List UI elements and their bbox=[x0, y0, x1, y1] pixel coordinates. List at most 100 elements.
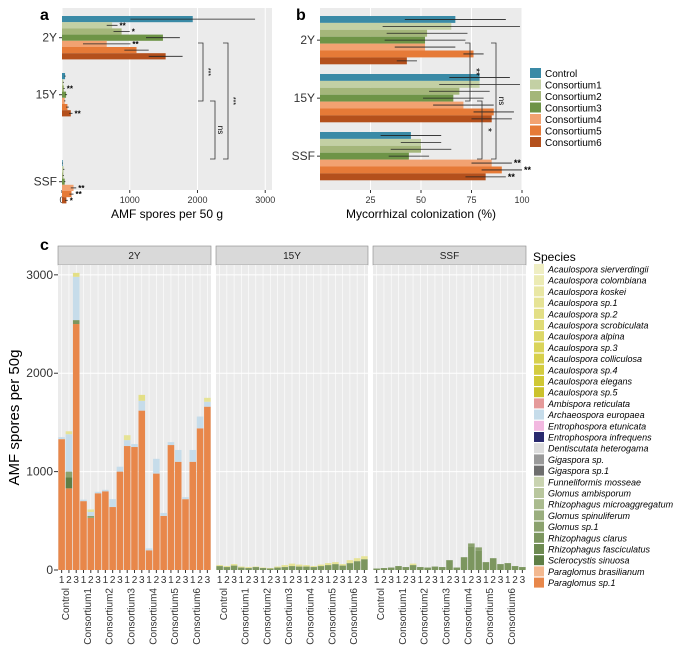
bar-ssf-consortium4 bbox=[62, 184, 74, 191]
bar-ssf-control bbox=[320, 132, 411, 139]
bar-segment-ssf-consortium4-rep2-glomus-sp-1 bbox=[468, 543, 475, 547]
significance-label: ** bbox=[76, 190, 83, 199]
legend-label-dentiscutata-heterogama: Dentiscutata heterogama bbox=[548, 444, 649, 454]
bar-15y-consortium1 bbox=[62, 79, 64, 86]
legend-label-paraglomus-brasilianum: Paraglomus brasilianum bbox=[548, 567, 645, 577]
y-tick-label-2y: 2Y bbox=[300, 33, 315, 47]
replicate-label: 2 bbox=[311, 575, 317, 586]
legend-swatch-ambispora-reticulata bbox=[534, 398, 544, 409]
bar-segment-2y-consortium5-rep3-paraglomus-sp-1 bbox=[182, 499, 189, 570]
y-tick-label-15y: 15Y bbox=[294, 91, 315, 105]
bar-segment-15y-consortium5-rep3-rhizophagus-clarus bbox=[339, 565, 346, 570]
bar-segment-ssf-consortium1-rep2-rhizophagus-clarus bbox=[402, 567, 410, 570]
bar-segment-2y-consortium6-rep2-paraglomus-sp-1 bbox=[196, 428, 204, 570]
bar-segment-15y-consortium2-rep3-acaulospora-sp-1 bbox=[274, 566, 281, 568]
y-tick-label-15y: 15Y bbox=[36, 88, 57, 102]
legend-swatch-rhizophagus-clarus bbox=[534, 532, 544, 543]
legend-swatch-glomus-ambisporum bbox=[534, 488, 544, 498]
legend-swatch-acaulospora-elegans bbox=[534, 376, 544, 386]
bar-segment-2y-consortium2-rep1-paraglomus-sp-1 bbox=[102, 491, 109, 570]
bar-ssf-consortium5 bbox=[62, 191, 72, 198]
bar-segment-15y-consortium3-rep3-rhizophagus-clarus bbox=[295, 566, 303, 570]
significance-bracket bbox=[198, 42, 204, 102]
bracket-label: * bbox=[482, 128, 493, 132]
replicate-label: 3 bbox=[432, 575, 438, 586]
replicate-label: 2 bbox=[333, 575, 339, 586]
replicate-label: 2 bbox=[447, 575, 453, 586]
x-tick-label: 3000 bbox=[255, 195, 275, 205]
legend-swatch-sclerocystis-sinuosa bbox=[534, 555, 544, 566]
bar-segment-15y-consortium4-rep1-rhizophagus-clarus bbox=[303, 566, 310, 570]
legend-swatch-rhizophagus-fasciculatus bbox=[534, 544, 544, 554]
x-tick-label: 25 bbox=[365, 195, 375, 205]
bar-segment-2y-consortium2-rep3-archaeospora-europaea bbox=[116, 466, 124, 472]
panel-label-c: c bbox=[40, 237, 49, 254]
legend-swatch-consortium3 bbox=[530, 102, 541, 113]
replicate-label: 2 bbox=[175, 575, 181, 586]
bar-segment-2y-consortium3-rep2-archaeospora-europaea bbox=[131, 444, 138, 448]
bar-segment-ssf-consortium6-rep2-rhizophagus-clarus bbox=[511, 566, 519, 570]
y-axis-title: AMF spores per 50g bbox=[6, 350, 23, 486]
legend-label-paraglomus-sp-1: Paraglomus sp.1 bbox=[548, 578, 616, 588]
legend-swatch-gigaspora-sp-1 bbox=[534, 465, 544, 476]
bar-segment-2y-consortium4-rep1-archaeospora-europaea bbox=[145, 548, 153, 551]
bar-ssf-consortium6 bbox=[320, 173, 486, 181]
legend-swatch-funneliformis-mosseae bbox=[534, 476, 544, 487]
bar-segment-15y-consortium2-rep3-rhizophagus-clarus bbox=[274, 567, 281, 570]
replicate-label: 2 bbox=[88, 575, 94, 586]
bar-segment-2y-consortium3-rep1-archaeospora-europaea bbox=[123, 440, 131, 447]
bar-segment-ssf-consortium2-rep2-rhizophagus-clarus bbox=[424, 567, 431, 570]
bar-segment-ssf-control-rep2-rhizophagus-clarus bbox=[380, 568, 388, 570]
bar-segment-2y-control-rep2-archaeospora-europaea bbox=[65, 434, 73, 472]
bar-15y-consortium5 bbox=[62, 104, 68, 111]
bar-segment-15y-consortium1-rep2-rhizophagus-clarus bbox=[245, 568, 252, 570]
legend-label-acaulospora-alpina: Acaulospora alpina bbox=[547, 332, 625, 342]
replicate-label: 1 bbox=[190, 575, 196, 586]
bar-segment-2y-consortium2-rep2-paraglomus-sp-1 bbox=[109, 507, 116, 570]
replicate-label: 2 bbox=[197, 575, 203, 586]
x-tick-label: 100 bbox=[514, 195, 529, 205]
bar-15y-consortium5 bbox=[320, 108, 494, 116]
legend-label-glomus-sp-1: Glomus sp.1 bbox=[548, 522, 599, 532]
bar-segment-2y-control-rep2-glomus-sp-1 bbox=[65, 471, 73, 478]
legend-swatch-glomus-sp-1 bbox=[534, 521, 544, 532]
legend-label-acaulospora-colliculosa: Acaulospora colliculosa bbox=[547, 354, 642, 364]
bar-segment-15y-consortium1-rep1-rhizophagus-clarus bbox=[238, 567, 245, 570]
bar-segment-2y-consortium5-rep3-archaeospora-europaea bbox=[182, 497, 189, 500]
bar-segment-2y-control-rep2-paraglomus-sp-1 bbox=[65, 488, 73, 570]
bar-segment-15y-consortium3-rep2-acaulospora-sp-1 bbox=[288, 563, 296, 567]
replicate-label: 2 bbox=[110, 575, 116, 586]
bar-segment-ssf-consortium5-rep2-rhizophagus-clarus bbox=[489, 558, 497, 570]
bar-segment-ssf-consortium6-rep1-rhizophagus-clarus bbox=[504, 563, 512, 570]
replicate-label: 2 bbox=[490, 575, 496, 586]
bar-segment-ssf-consortium2-rep1-rhizophagus-clarus bbox=[417, 567, 424, 570]
bar-segment-15y-consortium3-rep1-acaulospora-sp-1 bbox=[281, 565, 289, 568]
replicate-label: 2 bbox=[268, 575, 274, 586]
treatment-label-consortium2: Consortium2 bbox=[262, 588, 273, 645]
bar-ssf-control bbox=[62, 160, 63, 167]
bar-segment-15y-control-rep3-acaulospora-sp-1 bbox=[230, 564, 238, 566]
bar-ssf-consortium5 bbox=[320, 166, 502, 174]
treatment-label-consortium1: Consortium1 bbox=[83, 588, 94, 645]
bar-segment-2y-consortium1-rep1-paraglomus-sp-1 bbox=[80, 501, 87, 570]
bar-segment-2y-control-rep3-rhizophagus-clarus bbox=[72, 320, 80, 325]
legend-title: Species bbox=[533, 250, 576, 264]
bar-segment-ssf-consortium3-rep3-rhizophagus-clarus bbox=[453, 567, 461, 570]
legend-label-consortium2: Consortium2 bbox=[545, 92, 602, 103]
legend-label-sclerocystis-sinuosa: Sclerocystis sinuosa bbox=[548, 556, 630, 566]
replicate-label: 2 bbox=[154, 575, 160, 586]
significance-bracket bbox=[223, 42, 229, 160]
replicate-label: 1 bbox=[81, 575, 87, 586]
bar-segment-15y-consortium4-rep2-rhizophagus-clarus bbox=[310, 567, 317, 570]
treatment-label-consortium3: Consortium3 bbox=[127, 588, 138, 645]
bar-ssf-consortium6 bbox=[62, 197, 67, 204]
replicate-label: 1 bbox=[124, 575, 130, 586]
bar-2y-consortium6 bbox=[62, 53, 166, 60]
bar-segment-2y-consortium4-rep1-paraglomus-sp-1 bbox=[145, 550, 153, 570]
bracket-label: ns bbox=[216, 126, 225, 134]
bar-segment-2y-consortium5-rep1-archaeospora-europaea bbox=[167, 442, 175, 446]
y-tick-label: 3000 bbox=[26, 268, 53, 282]
bar-segment-15y-consortium3-rep2-rhizophagus-clarus bbox=[288, 566, 296, 570]
legend-swatch-acaulospora-sp-3 bbox=[534, 342, 544, 353]
